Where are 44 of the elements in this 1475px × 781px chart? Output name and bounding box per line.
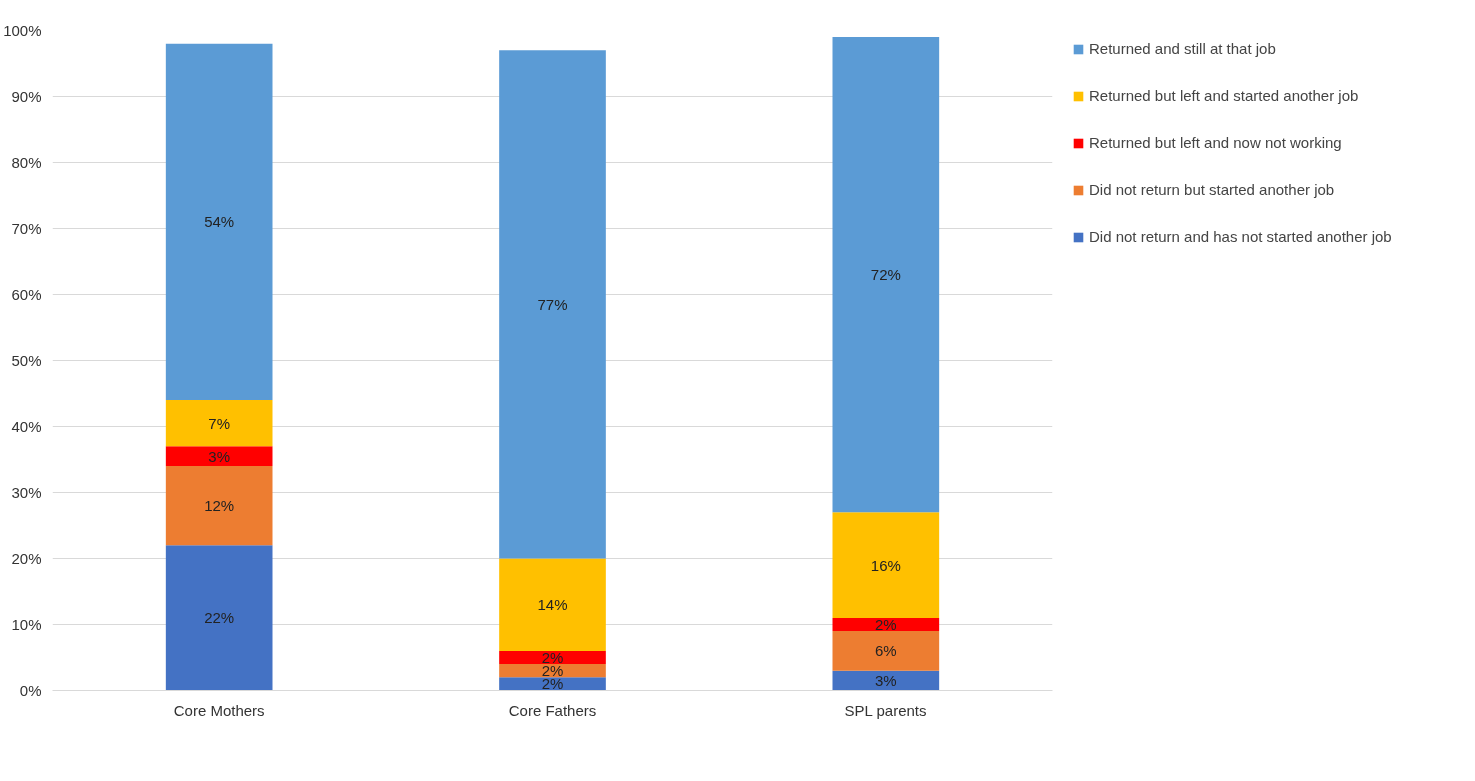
legend-label: Returned but left and started another job (1089, 87, 1359, 104)
bar (499, 677, 606, 691)
bar (499, 558, 606, 651)
y-tick-label: 80% (11, 154, 42, 171)
data-label: 2% (874, 616, 897, 633)
data-label: 72% (870, 266, 901, 284)
data-label: 6% (874, 642, 897, 660)
y-tick-label: 100% (3, 22, 42, 39)
bar (165, 43, 273, 401)
data-label: 3% (874, 672, 897, 690)
y-tick-label: 40% (11, 418, 42, 435)
y-tick-label: 10% (11, 616, 42, 633)
legend-label: Did not return but started another job (1089, 181, 1335, 198)
x-tick-label: SPL parents (844, 701, 927, 719)
y-tick-label: 60% (11, 286, 42, 303)
bar (165, 545, 273, 691)
legend-label: Returned but left and now not working (1089, 134, 1342, 151)
x-tick-label: Core Mothers (173, 701, 265, 719)
bar (832, 37, 940, 513)
data-label: 7% (208, 414, 231, 432)
bar (165, 400, 273, 447)
bar (499, 650, 606, 665)
data-label: 22% (204, 609, 235, 627)
bar (499, 664, 606, 678)
legend-label: Returned and still at that job (1089, 40, 1276, 57)
legend-label: Did not return and has not started another job (1089, 228, 1392, 245)
y-tick-label: 0% (19, 682, 42, 699)
x-tick-label: Core Fathers (508, 701, 597, 719)
y-tick-label: 50% (11, 352, 42, 369)
bar (165, 446, 273, 467)
data-label: 77% (537, 295, 568, 313)
y-tick-label: 20% (11, 550, 42, 567)
data-label: 3% (208, 447, 231, 465)
bar (832, 631, 940, 671)
bar (832, 512, 940, 618)
y-tick-label: 70% (11, 220, 42, 237)
data-label: 12% (204, 497, 235, 515)
data-label: 54% (204, 213, 235, 231)
bar (165, 466, 273, 546)
bar (499, 50, 606, 559)
y-tick-label: 30% (11, 484, 42, 501)
data-label: 16% (870, 556, 901, 574)
y-tick-label: 90% (11, 88, 42, 105)
data-label: 14% (537, 596, 568, 614)
